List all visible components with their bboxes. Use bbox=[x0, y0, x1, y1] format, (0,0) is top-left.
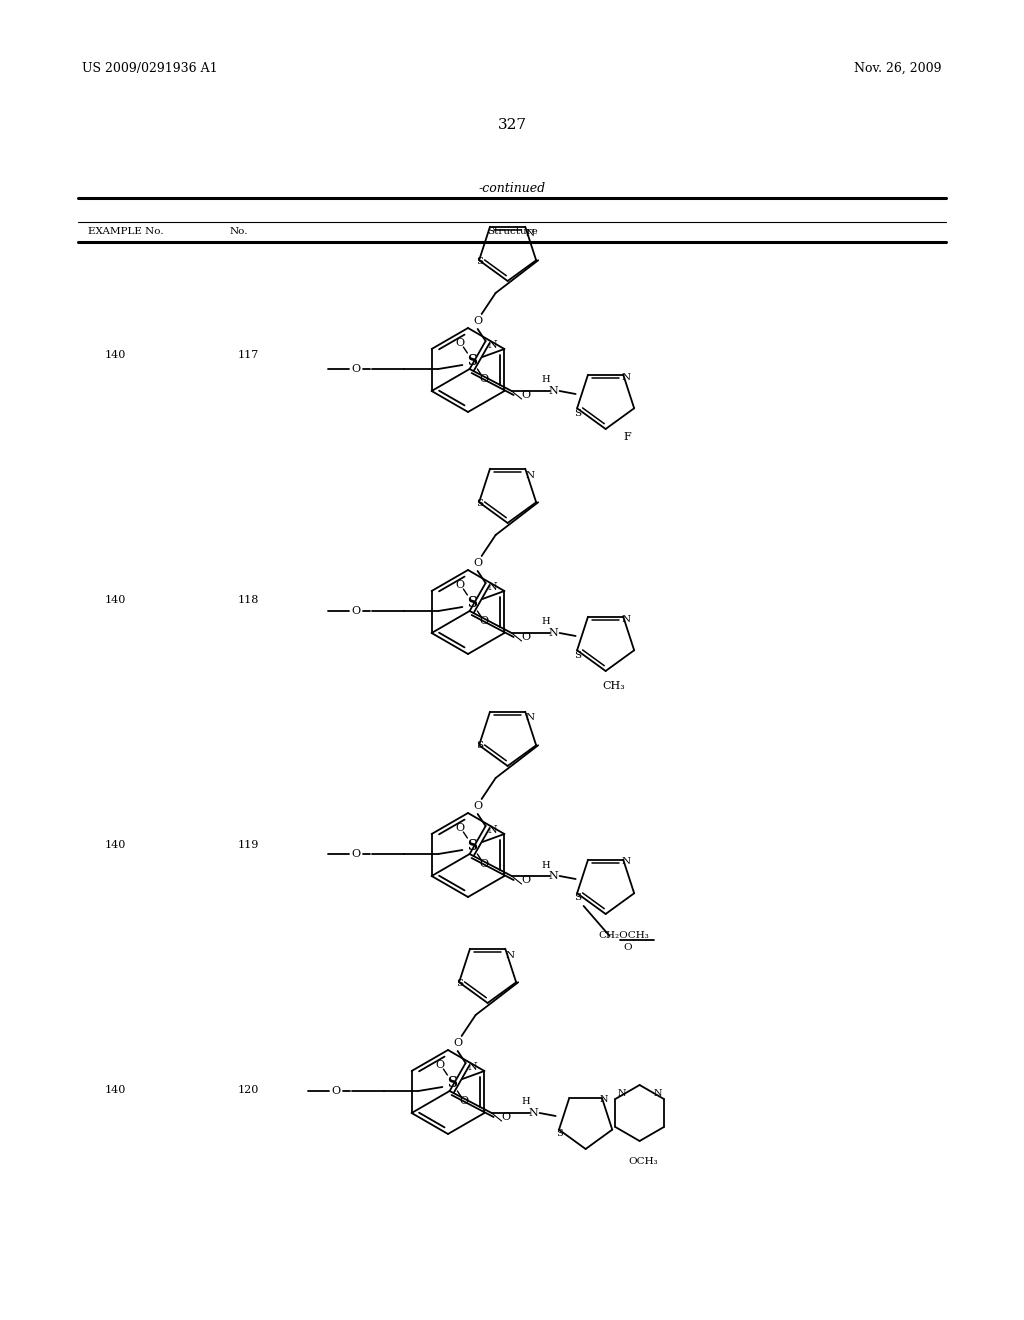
Text: S: S bbox=[447, 1076, 458, 1090]
Text: N: N bbox=[487, 582, 498, 591]
Text: O: O bbox=[352, 849, 360, 859]
Text: O: O bbox=[456, 822, 465, 833]
Text: S: S bbox=[556, 1129, 563, 1138]
Text: N: N bbox=[599, 1094, 608, 1104]
Text: N: N bbox=[525, 228, 535, 238]
Text: S: S bbox=[476, 256, 483, 265]
Text: H: H bbox=[542, 375, 550, 384]
Text: O: O bbox=[480, 374, 488, 384]
Text: N: N bbox=[622, 372, 630, 381]
Text: N: N bbox=[528, 1107, 539, 1118]
Text: 140: 140 bbox=[104, 595, 126, 605]
Text: OCH₃: OCH₃ bbox=[629, 1156, 658, 1166]
Text: CH₂OCH₃: CH₂OCH₃ bbox=[598, 932, 649, 940]
Text: O: O bbox=[480, 616, 488, 626]
Text: S: S bbox=[467, 354, 477, 368]
Text: 327: 327 bbox=[498, 117, 526, 132]
Text: S: S bbox=[476, 499, 483, 507]
Text: O: O bbox=[521, 389, 530, 400]
Text: S: S bbox=[467, 597, 477, 610]
Text: O: O bbox=[521, 632, 530, 642]
Text: S: S bbox=[574, 408, 582, 417]
Text: -continued: -continued bbox=[478, 182, 546, 195]
Text: N: N bbox=[549, 628, 558, 638]
Text: S: S bbox=[456, 978, 463, 987]
Text: O: O bbox=[460, 1096, 469, 1106]
Text: 117: 117 bbox=[238, 350, 259, 360]
Text: O: O bbox=[480, 859, 488, 869]
Text: 140: 140 bbox=[104, 1085, 126, 1096]
Text: N: N bbox=[487, 341, 498, 350]
Text: 118: 118 bbox=[238, 595, 259, 605]
Text: S: S bbox=[574, 651, 582, 660]
Text: S: S bbox=[467, 840, 477, 853]
Text: O: O bbox=[332, 1086, 341, 1096]
Text: US 2009/0291936 A1: US 2009/0291936 A1 bbox=[82, 62, 218, 75]
Text: O: O bbox=[456, 579, 465, 590]
Text: H: H bbox=[542, 618, 550, 627]
Text: O: O bbox=[453, 1038, 462, 1048]
Text: N: N bbox=[653, 1089, 662, 1097]
Text: 119: 119 bbox=[238, 840, 259, 850]
Text: O: O bbox=[473, 558, 482, 568]
Text: N: N bbox=[622, 858, 630, 866]
Text: O: O bbox=[352, 606, 360, 616]
Text: O: O bbox=[501, 1111, 510, 1122]
Text: H: H bbox=[521, 1097, 530, 1106]
Text: N: N bbox=[622, 615, 630, 623]
Text: O: O bbox=[624, 944, 632, 953]
Text: O: O bbox=[352, 364, 360, 374]
Text: N: N bbox=[525, 470, 535, 479]
Text: 140: 140 bbox=[104, 350, 126, 360]
Text: O: O bbox=[521, 875, 530, 884]
Text: N: N bbox=[525, 714, 535, 722]
Text: O: O bbox=[456, 338, 465, 348]
Text: N: N bbox=[487, 825, 498, 836]
Text: Nov. 26, 2009: Nov. 26, 2009 bbox=[854, 62, 942, 75]
Text: N: N bbox=[617, 1089, 626, 1097]
Text: 120: 120 bbox=[238, 1085, 259, 1096]
Text: N: N bbox=[468, 1063, 477, 1072]
Text: F: F bbox=[624, 432, 632, 442]
Text: N: N bbox=[549, 871, 558, 880]
Text: CH₃: CH₃ bbox=[602, 681, 625, 690]
Text: N: N bbox=[505, 950, 514, 960]
Text: O: O bbox=[473, 315, 482, 326]
Text: EXAMPLE No.: EXAMPLE No. bbox=[88, 227, 164, 235]
Text: Structure: Structure bbox=[486, 227, 538, 235]
Text: N: N bbox=[549, 385, 558, 396]
Text: 140: 140 bbox=[104, 840, 126, 850]
Text: O: O bbox=[436, 1060, 445, 1071]
Text: No.: No. bbox=[230, 227, 249, 235]
Text: S: S bbox=[476, 742, 483, 751]
Text: O: O bbox=[473, 801, 482, 810]
Text: H: H bbox=[542, 861, 550, 870]
Text: S: S bbox=[574, 894, 582, 903]
